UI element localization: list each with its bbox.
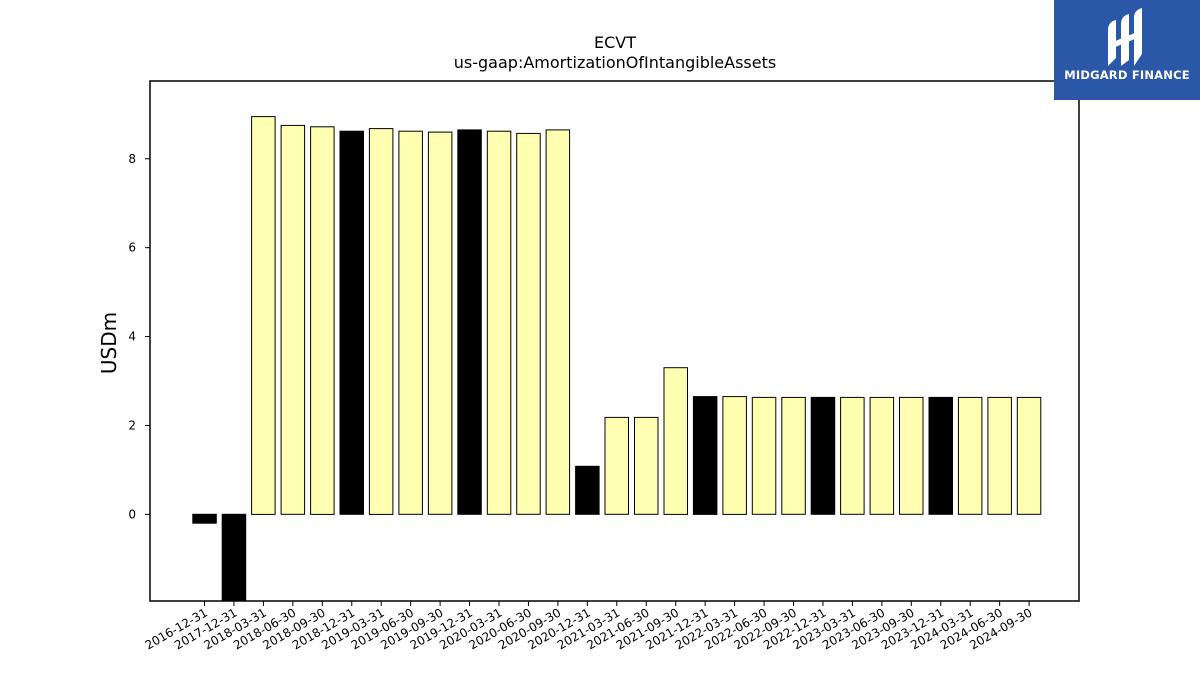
chart-title: ECVT bbox=[594, 33, 636, 52]
bar-2020-09-30 bbox=[545, 129, 571, 515]
bar-2024-06-30 bbox=[987, 396, 1012, 515]
bar-2018-06-30 bbox=[280, 124, 306, 515]
y-axis-label: USDm bbox=[97, 312, 121, 374]
bar-2022-12-31 bbox=[810, 396, 836, 515]
y-tick-label: 8 bbox=[128, 152, 136, 166]
bar-2019-03-31 bbox=[368, 128, 394, 515]
bar-2022-09-30 bbox=[781, 396, 806, 515]
bar-2023-09-30 bbox=[899, 396, 924, 515]
x-axis: 2016-12-312017-12-312018-03-312018-06-30… bbox=[143, 601, 1035, 652]
plot-frame bbox=[149, 80, 1080, 602]
y-tick-label: 4 bbox=[128, 330, 136, 344]
bar-2021-09-30 bbox=[663, 367, 688, 515]
bar-2018-09-30 bbox=[310, 126, 335, 515]
bar-2020-12-31 bbox=[575, 465, 600, 515]
bar-2021-03-31 bbox=[604, 416, 629, 515]
bar-2021-12-31 bbox=[692, 396, 718, 515]
bar-2023-12-31 bbox=[928, 396, 953, 515]
bar-2022-03-31 bbox=[722, 396, 747, 515]
bar-2024-03-31 bbox=[957, 396, 983, 515]
bars-group bbox=[192, 116, 1042, 602]
bar-2023-03-31 bbox=[840, 396, 865, 515]
bar-2020-06-30 bbox=[516, 132, 541, 515]
bar-2024-09-30 bbox=[1016, 396, 1042, 515]
bar-2022-06-30 bbox=[751, 396, 777, 515]
bar-2021-06-30 bbox=[634, 416, 659, 515]
bar-2019-12-31 bbox=[457, 129, 482, 515]
chart-subtitle: us-gaap:AmortizationOfIntangibleAssets bbox=[454, 53, 776, 72]
logo-text: MIDGARD FINANCE bbox=[1064, 68, 1190, 82]
y-tick-label: 2 bbox=[128, 418, 136, 432]
bar-2016-12-31 bbox=[192, 513, 217, 524]
midgard-finance-logo: MIDGARD FINANCE bbox=[1054, 0, 1200, 100]
bar-2018-03-31 bbox=[251, 116, 276, 515]
y-tick-label: 6 bbox=[128, 241, 136, 255]
bar-2019-06-30 bbox=[398, 130, 423, 515]
bar-2020-03-31 bbox=[486, 130, 512, 515]
bar-2023-06-30 bbox=[869, 396, 895, 515]
y-tick-label: 0 bbox=[128, 507, 136, 521]
midgard-logo-icon bbox=[1108, 8, 1142, 66]
bar-2018-12-31 bbox=[339, 130, 364, 515]
bar-2019-09-30 bbox=[427, 131, 453, 515]
y-axis: 0 2 4 6 8 bbox=[128, 152, 150, 521]
bar-2017-12-31 bbox=[221, 513, 247, 602]
